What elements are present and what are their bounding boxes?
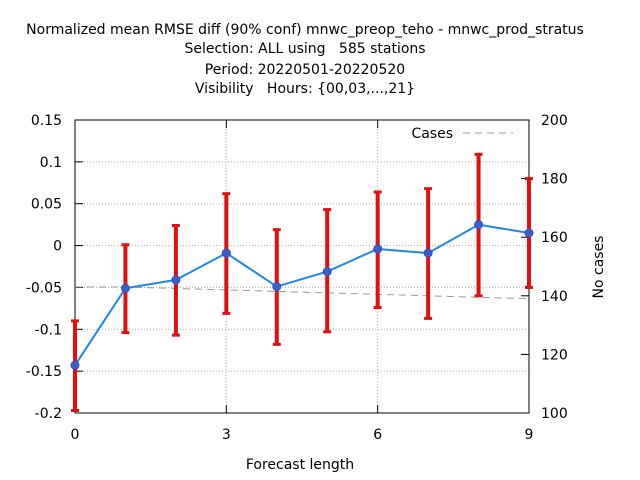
x-tick-label: 0 xyxy=(71,427,80,443)
data-point xyxy=(272,282,282,292)
mean-series xyxy=(70,220,534,370)
y-tick-label: 0 xyxy=(53,239,62,255)
y-tick-label: -0.2 xyxy=(35,406,62,422)
x-axis-label: Forecast length xyxy=(246,457,354,473)
y-tick-label: -0.15 xyxy=(26,364,62,380)
y2-tick-label: 160 xyxy=(541,230,568,246)
data-point xyxy=(171,275,181,285)
data-point xyxy=(221,248,231,258)
y-tick-label: -0.05 xyxy=(26,280,62,296)
chart-subtitle-period: Period: 20220501-20220520 xyxy=(204,62,406,78)
data-point xyxy=(120,283,130,293)
data-point xyxy=(322,267,332,277)
y-tick-label: -0.1 xyxy=(35,322,62,338)
x-tick-label: 9 xyxy=(525,427,534,443)
chart-title: Normalized mean RMSE diff (90% conf) mnw… xyxy=(26,22,584,38)
y-tick-label: 0.05 xyxy=(31,197,62,213)
y2-tick-label: 180 xyxy=(541,172,568,188)
confidence-intervals xyxy=(71,152,533,412)
y2-tick-label: 200 xyxy=(541,113,568,129)
y-tick-label: 0.1 xyxy=(40,155,62,171)
y2-tick-label: 140 xyxy=(541,289,568,305)
mean-line xyxy=(74,223,530,366)
y2-tick-label: 120 xyxy=(541,347,568,363)
y2-tick-label: 100 xyxy=(541,406,568,422)
plot-frame xyxy=(74,119,530,414)
grid xyxy=(75,120,529,413)
data-point xyxy=(373,244,383,254)
legend: Cases xyxy=(411,126,513,142)
chart-subtitle-hours: Visibility Hours: {00,03,...,21} xyxy=(194,81,416,97)
data-point xyxy=(524,228,534,238)
cases-line xyxy=(75,286,530,300)
data-point xyxy=(474,220,484,230)
legend-label-cases: Cases xyxy=(411,126,453,142)
chart-subtitle-selection: Selection: ALL using 585 stations xyxy=(184,41,426,57)
x-tick-label: 3 xyxy=(222,427,231,443)
y-tick-label: 0.15 xyxy=(31,113,62,129)
axis-ticks: 0.15 0.1 0.05 0 -0.05 -0.1 -0.15 -0.2 200 180 160 1… xyxy=(26,113,568,443)
data-point xyxy=(70,360,80,370)
y2-axis-label: No cases xyxy=(591,236,607,299)
cases-series xyxy=(75,286,530,300)
data-point xyxy=(423,248,433,258)
x-tick-label: 6 xyxy=(373,427,382,443)
